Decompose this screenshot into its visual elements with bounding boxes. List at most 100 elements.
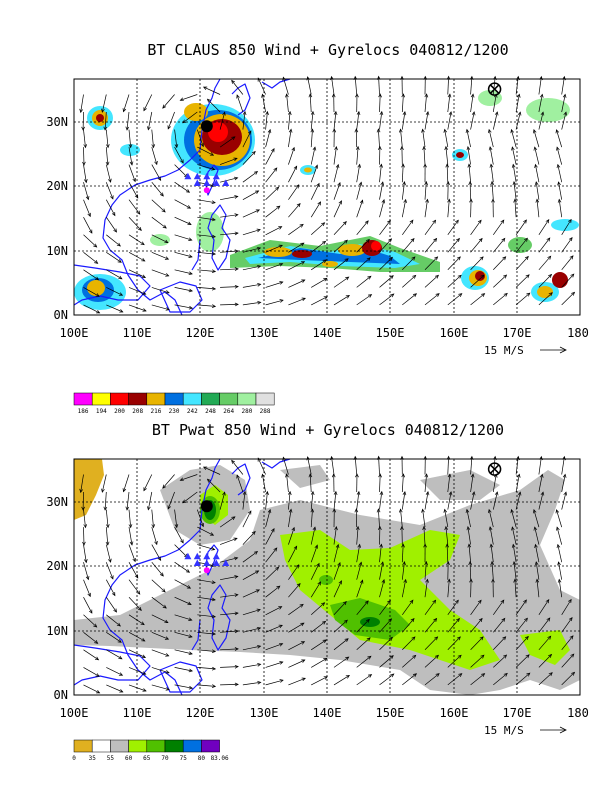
wind-arrow [288, 261, 306, 271]
wind-arrow [513, 578, 517, 598]
wind-arrow [515, 274, 530, 288]
wind-arrow [105, 147, 110, 166]
wind-arrow [151, 649, 170, 657]
wind-arrow [197, 526, 215, 536]
wind-arrow [538, 111, 545, 130]
wind-arrow [533, 146, 540, 165]
bottom-storm-center-marker [200, 500, 213, 513]
wind-arrow [174, 649, 193, 656]
wind-arrow [105, 562, 114, 580]
wind-arrow [401, 198, 407, 218]
wind-arrow [202, 466, 221, 475]
wind-arrow [333, 638, 349, 651]
wind-arrow [447, 198, 451, 218]
gyre-triangle [203, 172, 211, 180]
wind-arrow [106, 234, 121, 247]
wind-arrow [333, 294, 350, 306]
wind-arrow [446, 180, 450, 200]
wind-arrow [242, 551, 259, 563]
wind-arrow [467, 163, 472, 183]
wind-arrow [356, 163, 362, 183]
wind-arrow [424, 654, 439, 668]
wind-arrow [106, 304, 124, 313]
wind-arrow [106, 667, 124, 676]
wind-arrow [424, 560, 428, 580]
wind-arrow [265, 281, 284, 288]
wind-arrow [167, 111, 175, 130]
wind-arrow [220, 629, 239, 634]
wind-arrow [231, 79, 244, 95]
wind-arrow [128, 667, 147, 675]
wind-arrow [83, 614, 98, 628]
wind-arrow [288, 490, 292, 510]
top-y-tick-0n: 0N [54, 308, 68, 322]
colorbar-swatch [91, 392, 111, 406]
bottom-cross-marker [487, 462, 502, 476]
wind-arrow [447, 237, 460, 253]
wind-arrow [424, 198, 429, 218]
wind-arrow [242, 190, 260, 201]
wind-arrow [197, 579, 216, 585]
wind-arrow [83, 182, 90, 201]
wind-arrow [265, 679, 284, 686]
wind-arrow [356, 275, 372, 288]
wind-arrow [490, 180, 495, 200]
wind-arrow [424, 636, 439, 651]
wind-arrow [333, 490, 338, 510]
wind-arrow [492, 111, 499, 130]
wind-arrow [470, 293, 486, 306]
wind-arrow [105, 579, 116, 597]
wind-arrow [532, 129, 540, 148]
wind-arrow [538, 473, 544, 493]
wind-arrow [515, 219, 527, 235]
wind-arrow [488, 146, 494, 165]
wind-arrow [197, 684, 217, 689]
colorbar-label: 216 [150, 408, 161, 415]
wind-arrow [83, 579, 91, 598]
top-panel-title: BT CLAUS 850 Wind + Gyrelocs 040812/1200 [147, 41, 508, 59]
wind-arrow [151, 164, 162, 182]
wind-arrow [424, 274, 439, 288]
top-x-tick-100e: 100E [60, 326, 89, 340]
wind-arrow [444, 145, 449, 165]
colorbar-swatch [201, 392, 220, 406]
wind-arrow [257, 77, 266, 95]
wind-arrow [105, 509, 110, 529]
wind-arrow [447, 491, 453, 510]
wind-arrow [128, 269, 147, 278]
wind-arrow [151, 667, 170, 674]
gyre-triangle [212, 179, 220, 186]
colorbar-label: 280 [241, 408, 252, 415]
wind-arrow [197, 614, 216, 619]
wind-arrow [242, 680, 262, 686]
wind-arrow [356, 543, 362, 563]
wind-arrow [447, 636, 461, 651]
wind-arrow [288, 110, 292, 130]
wind-arrow [515, 635, 529, 651]
top-y-tick-20n: 20N [46, 179, 68, 193]
wind-arrow [377, 145, 382, 165]
wind-arrow [538, 599, 550, 615]
colorbar-swatch [182, 392, 202, 406]
wind-arrow [515, 237, 528, 253]
wind-arrow [128, 544, 136, 563]
wind-arrow [447, 293, 463, 306]
wind-arrow [174, 596, 192, 605]
bottom-x-tick-140e: 140E [313, 706, 342, 720]
colorbar-swatch [219, 392, 239, 406]
wind-arrow [265, 642, 284, 651]
wind-arrow [128, 199, 141, 215]
wind-arrow [356, 674, 373, 686]
wind-arrow [356, 655, 372, 668]
wind-arrow [535, 578, 540, 598]
wind-arrow [538, 653, 553, 668]
bottom-map [73, 455, 581, 696]
wind-arrow [310, 562, 320, 580]
wind-arrow [493, 654, 508, 668]
wind-arrow [151, 199, 166, 213]
wind-arrow [197, 286, 217, 291]
wind-arrow [288, 223, 304, 236]
wind-arrow [106, 252, 122, 263]
gyre-triangle [193, 552, 201, 560]
wind-arrow [242, 626, 262, 633]
